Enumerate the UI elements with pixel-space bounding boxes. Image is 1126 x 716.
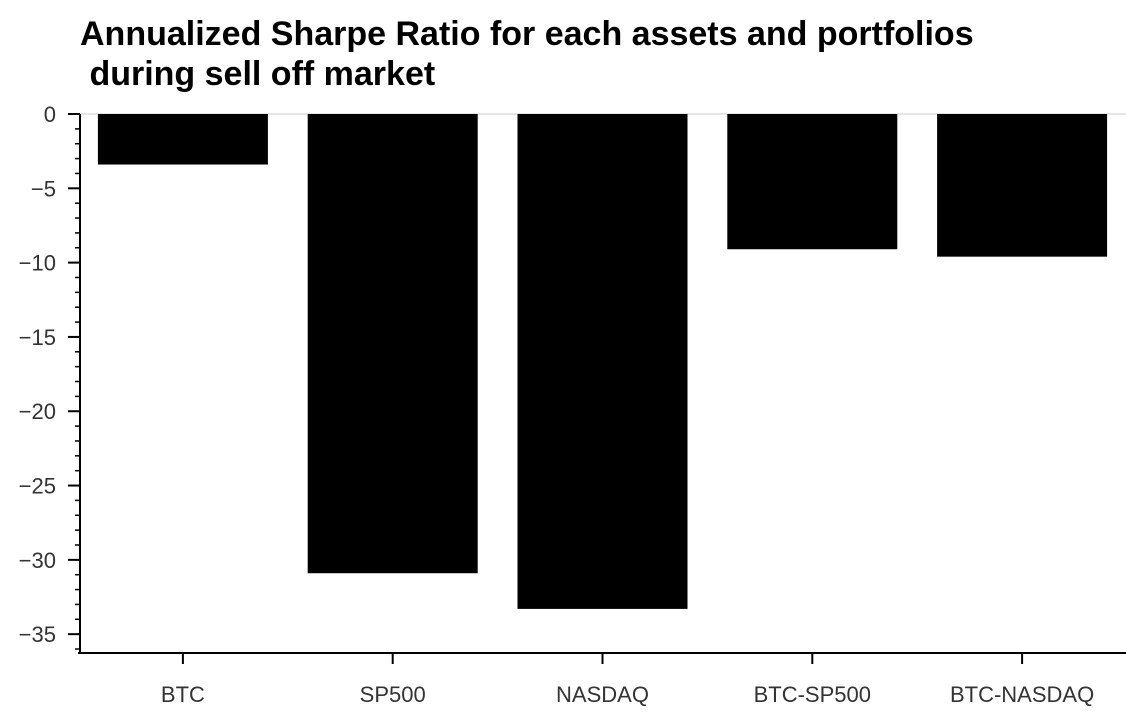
x-axis: BTC SP500 NASDAQ BTC-SP500 BTC-NASDAQ	[78, 652, 1126, 707]
bar-btc	[97, 114, 268, 165]
bar-sp500	[307, 114, 478, 574]
y-tick-label: −10	[19, 251, 56, 276]
y-tick-label: −30	[19, 548, 56, 573]
y-tick-label: −20	[19, 399, 56, 424]
x-tick-label: SP500	[360, 682, 426, 707]
chart-title: Annualized Sharpe Ratio for each assets …	[80, 15, 974, 93]
y-tick-label: −35	[19, 622, 56, 647]
y-tick-label: −5	[31, 176, 56, 201]
x-tick-label: NASDAQ	[556, 682, 649, 707]
y-axis: 0 −5 −10 −15 −20 −25 −30 −35	[19, 102, 81, 653]
y-tick-label: −15	[19, 325, 56, 350]
bar-btc-nasdaq	[937, 114, 1108, 257]
x-tick-label: BTC	[161, 682, 205, 707]
bars	[97, 114, 1108, 609]
bar-btc-sp500	[727, 114, 898, 250]
x-tick-label: BTC-NASDAQ	[950, 682, 1094, 707]
x-tick-label: BTC-SP500	[754, 682, 871, 707]
y-tick-label: 0	[44, 102, 56, 127]
y-tick-label: −25	[19, 474, 56, 499]
bar-nasdaq	[517, 114, 688, 609]
